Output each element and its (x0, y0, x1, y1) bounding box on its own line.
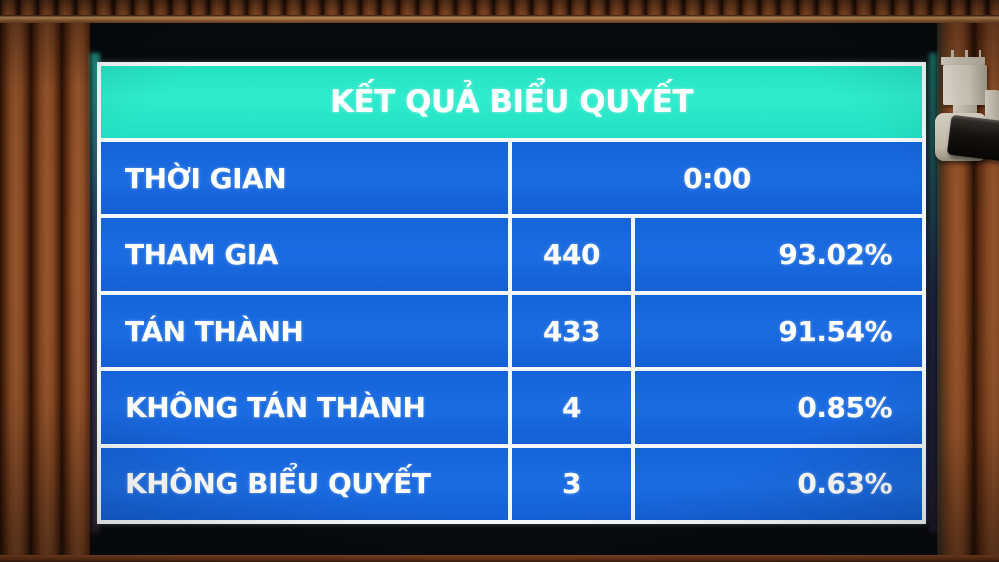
table-row-participated: THAM GIA 440 93.02% (101, 218, 922, 291)
row-count: 433 (512, 294, 631, 368)
camera-neck (953, 105, 977, 114)
board-title: KẾT QUẢ BIỂU QUYẾT (329, 84, 694, 120)
row-count: 3 (512, 447, 631, 521)
time-value: 0:00 (512, 142, 922, 215)
row-label: KHÔNG BIỂU QUYẾT (101, 447, 508, 521)
table-row-disapprove: KHÔNG TÁN THÀNH 4 0.85% (101, 371, 922, 444)
row-percent: 0.63% (635, 447, 922, 521)
row-label: THAM GIA (101, 218, 508, 291)
led-display-screen: KẾT QUẢ BIỂU QUYẾT THỜI GIAN 0:00 THAM G… (90, 23, 937, 556)
row-percent: 0.85% (635, 371, 922, 444)
row-label: KHÔNG TÁN THÀNH (101, 371, 508, 444)
table-row-time: THỜI GIAN 0:00 (101, 142, 922, 215)
wood-ceiling-slats (0, 0, 999, 17)
camera-mount-box (943, 65, 987, 105)
wood-panel-left (0, 23, 90, 562)
row-percent: 93.02% (635, 218, 922, 291)
table-row-abstain: KHÔNG BIỂU QUYẾT 3 0.63% (101, 447, 922, 521)
screen-glow-reflection-left (90, 53, 100, 533)
row-count: 440 (512, 218, 631, 291)
voting-results-board: KẾT QUẢ BIỂU QUYẾT THỜI GIAN 0:00 THAM G… (97, 62, 926, 524)
camera-mount-plate (941, 57, 985, 65)
table-row-approve: TÁN THÀNH 433 91.54% (101, 294, 922, 368)
row-label: TÁN THÀNH (101, 294, 508, 368)
row-count: 4 (512, 371, 631, 444)
board-header: KẾT QUẢ BIỂU QUYẾT (101, 66, 922, 138)
screen-glow-reflection-right (929, 53, 937, 533)
wood-floor-strip (0, 555, 999, 562)
wood-trim-rail (0, 15, 999, 25)
row-label: THỜI GIAN (101, 142, 508, 215)
row-percent: 91.54% (635, 294, 922, 368)
camera-mount-pins (945, 50, 981, 58)
camera-lens (946, 114, 999, 162)
security-camera (929, 50, 999, 200)
